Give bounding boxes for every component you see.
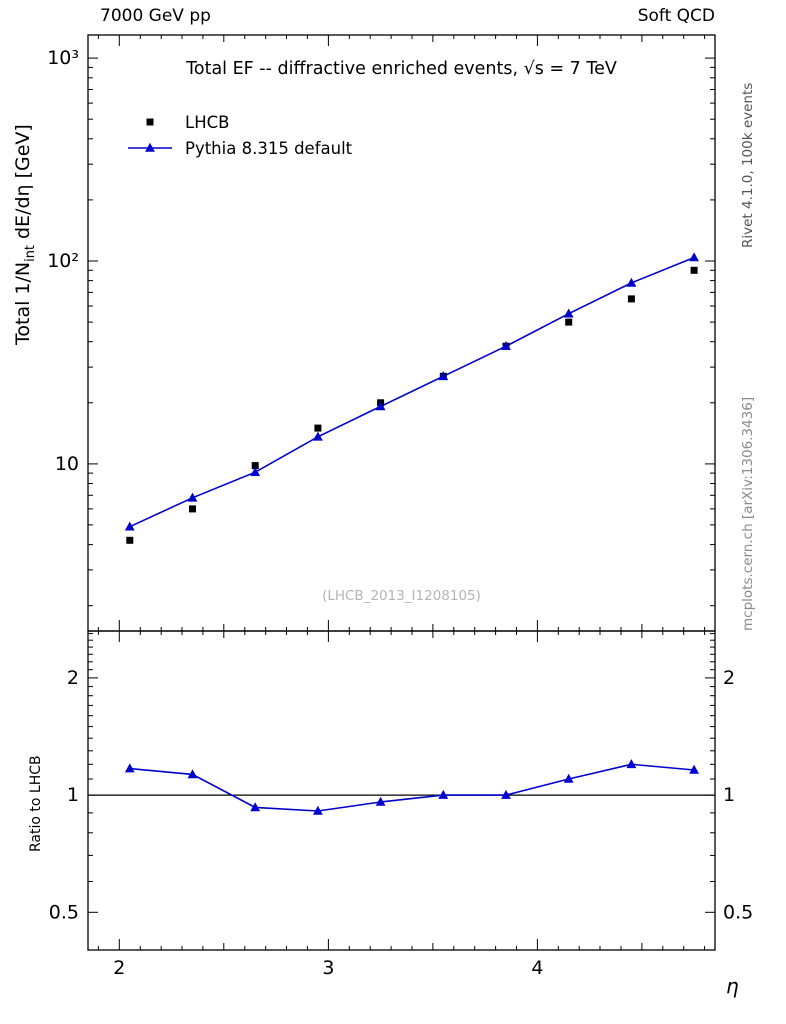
mcplots-arxiv-note: mcplots.cern.ch [arXiv:1306.3436] [740, 396, 756, 631]
ratio-marker [313, 805, 323, 815]
pythia-marker [313, 431, 323, 441]
legend-lhcb-marker-icon [146, 118, 154, 126]
x-tick-label: 4 [531, 957, 543, 979]
x-axis-label: η [726, 974, 739, 998]
ratio-axis-label: Ratio to LHCB [28, 755, 44, 852]
rivet-version-note: Rivet 4.1.0, 100k events [740, 82, 756, 248]
lhcb-marker [314, 424, 322, 432]
y-tick-label: 10² [47, 250, 79, 272]
y-tick-label: 10³ [47, 47, 79, 69]
pythia-marker [250, 467, 261, 476]
legend-item-pythia-label: Pythia 8.315 default [185, 139, 353, 158]
lhcb-marker [690, 266, 698, 274]
ratio-marker [563, 773, 574, 783]
pythia-marker [375, 401, 386, 411]
lhcb-marker [126, 536, 134, 544]
ratio-marker [689, 764, 699, 774]
ratio-line [129, 763, 695, 812]
ratio-marker [250, 802, 261, 812]
pythia-marker [438, 371, 449, 381]
pythia-marker [187, 492, 198, 502]
ratio-tick-label-left: 0.5 [49, 901, 79, 923]
beam-energy-label: 7000 GeV pp [100, 6, 211, 26]
x-tick-label: 2 [113, 957, 125, 979]
ratio-tick-label-right: 2 [723, 667, 735, 689]
y-tick-label: 10 [55, 453, 79, 475]
ratio-marker [124, 763, 135, 773]
lhcb-marker [189, 505, 196, 513]
ratio-marker [438, 789, 449, 799]
legend-pythia-marker-icon [145, 142, 155, 152]
pythia-line [129, 256, 695, 528]
legend-item-lhcb-label: LHCB [185, 113, 230, 132]
lhcb-marker [565, 318, 573, 326]
plot-title: Total EF -- diffractive enriched events,… [186, 59, 617, 79]
pythia-marker [124, 521, 135, 531]
y-axis-label-sub: int [22, 245, 38, 262]
ratio-marker [187, 769, 198, 779]
lhcb-marker [251, 462, 259, 470]
ratio-marker [501, 789, 511, 799]
ratio-tick-label-right: 1 [723, 784, 735, 806]
y-axis-label-suffix: dE/dη [GeV] [12, 124, 34, 246]
ratio-tick-label-left: 2 [67, 667, 79, 689]
process-group-label: Soft QCD [637, 6, 715, 26]
analysis-watermark: (LHCB_2013_I1208105) [322, 588, 481, 604]
ratio-tick-label-right: 0.5 [723, 901, 753, 923]
ratio-frame [87, 630, 716, 951]
y-axis-label: Total 1/Nint dE/dη [GeV] [12, 124, 38, 345]
x-tick-label: 3 [322, 957, 334, 979]
main-frame [87, 34, 716, 632]
pythia-marker [689, 252, 699, 262]
pythia-marker [626, 277, 637, 287]
ratio-marker [375, 796, 386, 806]
pythia-marker [563, 308, 574, 318]
ratio-marker [626, 759, 637, 769]
y-axis-label-prefix: Total 1/N [12, 261, 34, 345]
pythia-marker [501, 341, 511, 350]
ratio-tick-label-left: 1 [67, 784, 79, 806]
lhcb-marker [627, 295, 635, 303]
